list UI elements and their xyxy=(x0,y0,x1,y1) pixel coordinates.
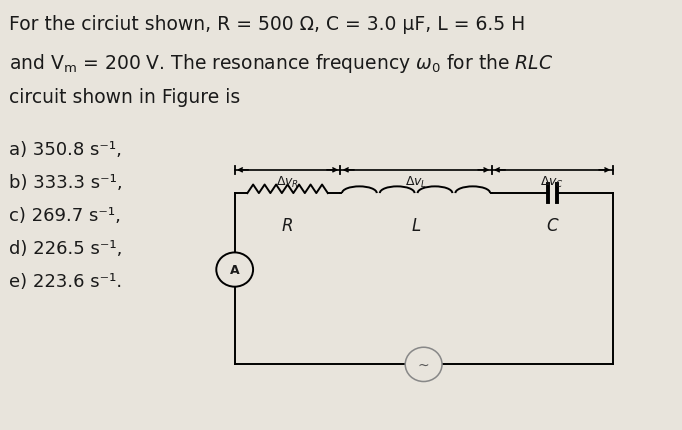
Text: and V$_\mathregular{m}$ = 200 V. The resonance frequency $\omega$$_\mathregular{: and V$_\mathregular{m}$ = 200 V. The res… xyxy=(10,52,554,74)
Circle shape xyxy=(216,253,253,287)
Text: $\Delta v_C$: $\Delta v_C$ xyxy=(540,174,564,189)
Text: circuit shown in Figure is: circuit shown in Figure is xyxy=(10,88,241,107)
Text: L: L xyxy=(411,217,421,235)
Text: b) 333.3 s⁻¹,: b) 333.3 s⁻¹, xyxy=(10,173,123,191)
Text: A: A xyxy=(230,264,239,276)
Text: e) 223.6 s⁻¹.: e) 223.6 s⁻¹. xyxy=(10,272,122,290)
Circle shape xyxy=(405,347,442,381)
Text: $\Delta v_R$: $\Delta v_R$ xyxy=(276,174,299,189)
Text: c) 269.7 s⁻¹,: c) 269.7 s⁻¹, xyxy=(10,206,121,224)
Text: R: R xyxy=(282,217,293,235)
Text: $\Delta v_L$: $\Delta v_L$ xyxy=(405,174,427,189)
Text: a) 350.8 s⁻¹,: a) 350.8 s⁻¹, xyxy=(10,141,122,159)
Text: C: C xyxy=(546,217,558,235)
Text: ~: ~ xyxy=(418,358,430,372)
Text: d) 226.5 s⁻¹,: d) 226.5 s⁻¹, xyxy=(10,240,123,258)
Text: For the circiut shown, R = 500 Ω, C = 3.0 μF, L = 6.5 H: For the circiut shown, R = 500 Ω, C = 3.… xyxy=(10,15,526,34)
